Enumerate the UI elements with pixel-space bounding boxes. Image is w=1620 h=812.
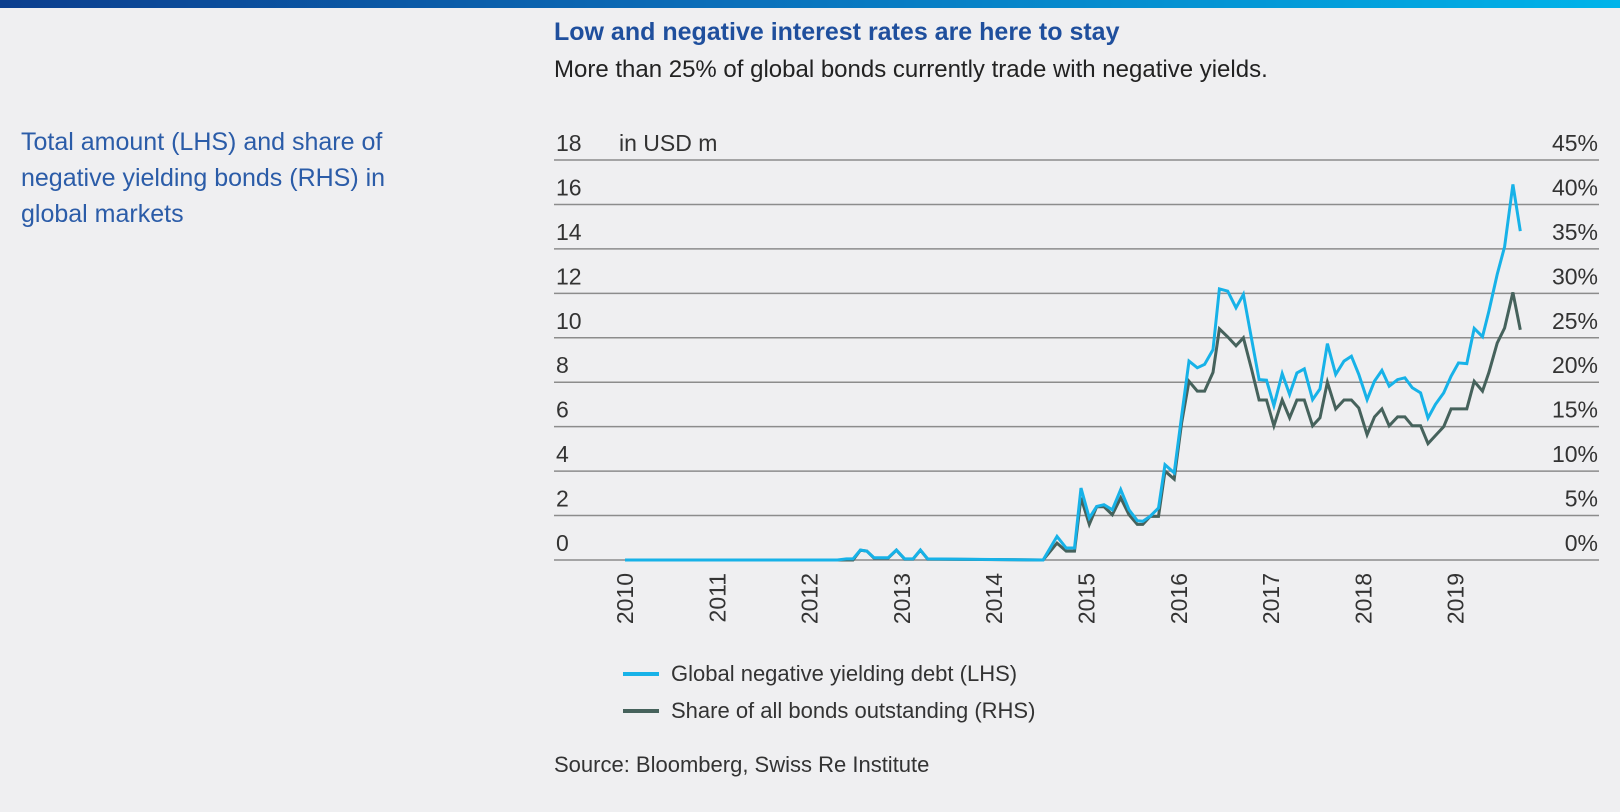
y-right-tick-label: 15% bbox=[1552, 397, 1598, 423]
y-right-tick-label: 35% bbox=[1552, 219, 1598, 245]
x-tick-label: 2018 bbox=[1350, 573, 1376, 624]
legend-label-rhs: Share of all bonds outstanding (RHS) bbox=[671, 697, 1036, 723]
legend-item-rhs: Share of all bonds outstanding (RHS) bbox=[623, 692, 1035, 729]
x-tick-label: 2019 bbox=[1443, 573, 1469, 624]
y-right-tick-label: 25% bbox=[1552, 308, 1598, 334]
x-tick-label: 2013 bbox=[889, 573, 915, 624]
x-tick-label: 2014 bbox=[981, 573, 1007, 624]
y-left-tick-label: 14 bbox=[556, 219, 582, 245]
y-right-tick-label: 0% bbox=[1565, 530, 1598, 556]
x-tick-label: 2010 bbox=[612, 573, 638, 624]
legend-item-lhs: Global negative yielding debt (LHS) bbox=[623, 655, 1035, 692]
legend-label-lhs: Global negative yielding debt (LHS) bbox=[671, 660, 1018, 686]
y-right-tick-label: 30% bbox=[1552, 263, 1598, 289]
x-tick-label: 2016 bbox=[1166, 573, 1192, 624]
chart-title: Low and negative interest rates are here… bbox=[554, 18, 1120, 46]
unit-label: in USD m bbox=[619, 130, 717, 156]
legend: Global negative yielding debt (LHS) Shar… bbox=[623, 655, 1035, 729]
top-accent-bar bbox=[0, 0, 1620, 8]
y-right-tick-label: 10% bbox=[1552, 441, 1598, 467]
legend-swatch-rhs bbox=[623, 708, 659, 713]
y-left-tick-label: 12 bbox=[556, 263, 582, 289]
legend-swatch-lhs bbox=[623, 671, 659, 676]
y-left-tick-label: 4 bbox=[556, 441, 569, 467]
y-left-tick-label: 8 bbox=[556, 352, 569, 378]
chart-description: Total amount (LHS) and share of negative… bbox=[21, 128, 386, 228]
x-tick-label: 2012 bbox=[797, 573, 823, 624]
y-left-tick-label: 18 bbox=[556, 130, 582, 156]
series-line-negative-yielding-debt bbox=[625, 184, 1522, 562]
chart-subtitle: More than 25% of global bonds currently … bbox=[554, 56, 1268, 83]
y-left-tick-label: 2 bbox=[556, 486, 569, 512]
y-left-tick-label: 0 bbox=[556, 530, 569, 556]
y-left-tick-label: 6 bbox=[556, 397, 569, 423]
x-tick-label: 2011 bbox=[704, 573, 730, 622]
y-left-tick-label: 10 bbox=[556, 308, 582, 334]
x-tick-label: 2017 bbox=[1258, 573, 1284, 624]
y-right-tick-label: 45% bbox=[1552, 130, 1598, 156]
y-right-tick-label: 5% bbox=[1565, 486, 1598, 512]
y-right-tick-label: 40% bbox=[1552, 174, 1598, 200]
y-right-tick-label: 20% bbox=[1552, 352, 1598, 378]
source-note: Source: Bloomberg, Swiss Re Institute bbox=[554, 752, 930, 777]
x-tick-label: 2015 bbox=[1074, 573, 1100, 624]
y-left-tick-label: 16 bbox=[556, 174, 582, 200]
